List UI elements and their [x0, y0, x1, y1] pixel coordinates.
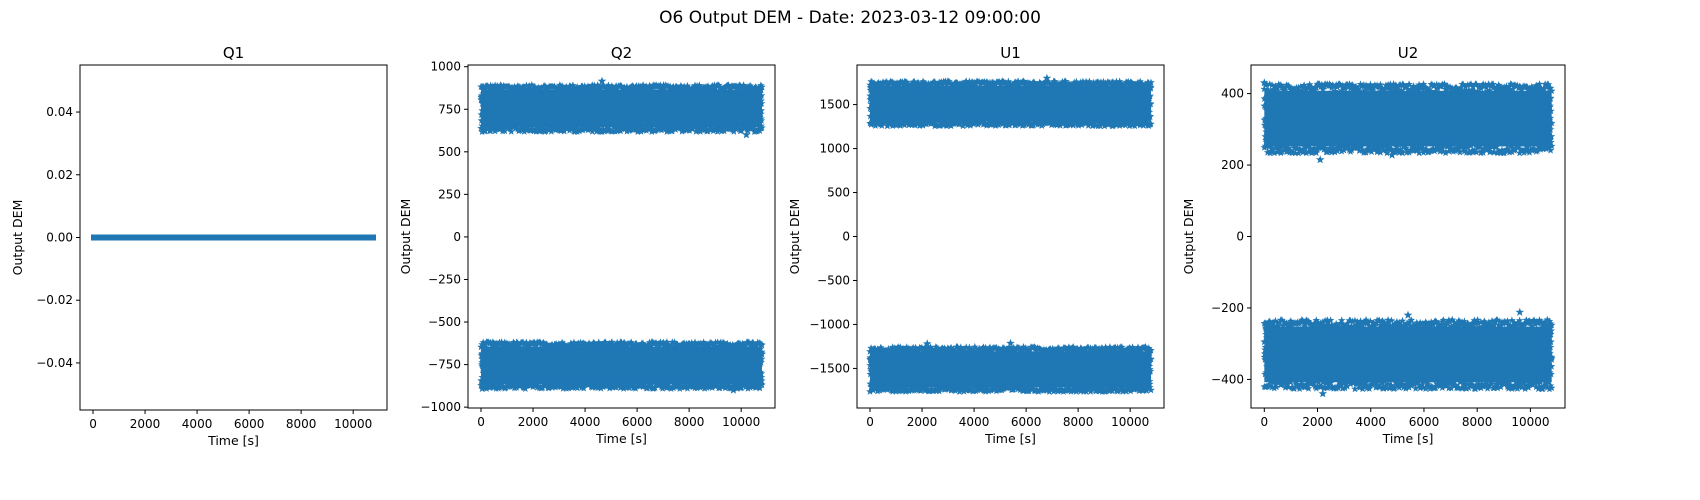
subplot-title: Q2 [611, 44, 632, 62]
y-tick-label: 500 [438, 145, 461, 159]
subplot-q1: Q1 0 2000 4000 6000 8000 10000 −0.04 −0.02 0.00 0.… [10, 44, 388, 448]
subplot-title: U1 [1000, 44, 1021, 62]
y-tick-label: 250 [438, 187, 461, 201]
data-point [1318, 389, 1328, 398]
x-tick-label: 6000 [622, 415, 653, 429]
x-tick-label: 4000 [1355, 415, 1386, 429]
x-tick-label: 8000 [674, 415, 705, 429]
data-band [870, 351, 1151, 388]
subplot-u2: U2 0 2000 4000 6000 8000 10000 −400 −200 0 200 400 T… [1181, 44, 1566, 446]
x-tick-label: 10000 [1511, 415, 1549, 429]
x-tick-label: 4000 [570, 415, 601, 429]
y-tick-label: −250 [428, 272, 461, 286]
y-tick-label: 0 [842, 230, 850, 244]
data-points [866, 73, 1155, 395]
x-tick-label: 6000 [1011, 415, 1042, 429]
x-axis-label: Time [s] [207, 433, 259, 448]
x-tick-label: 2000 [130, 417, 161, 431]
y-tick-label: 200 [1221, 158, 1244, 172]
x-tick-label: 6000 [234, 417, 265, 431]
y-tick-label: −400 [1211, 372, 1244, 386]
y-tick-label: 0 [453, 230, 461, 244]
x-tick-label: 4000 [959, 415, 990, 429]
subplot-title: U2 [1398, 44, 1419, 62]
y-tick-label: 750 [438, 102, 461, 116]
x-tick-label: 4000 [182, 417, 213, 431]
data-point [742, 130, 751, 139]
band-edge-markers [1260, 315, 1556, 393]
y-tick-label: −200 [1211, 301, 1244, 315]
y-tick-label: −1000 [809, 317, 850, 331]
y-tick-label: 1500 [819, 98, 850, 112]
y-tick-label: −500 [428, 315, 461, 329]
data-point [597, 76, 607, 85]
data-point [1515, 307, 1524, 316]
data-band [481, 346, 762, 385]
y-tick-label: −0.04 [36, 356, 73, 370]
data-point [923, 339, 932, 348]
data-point [1387, 150, 1397, 159]
y-tick-label: 400 [1221, 87, 1244, 101]
x-tick-label: 8000 [1462, 415, 1493, 429]
x-axis-label: Time [s] [984, 431, 1036, 446]
band-edge-markers [866, 77, 1155, 130]
data-point [729, 385, 738, 394]
x-tick-label: 0 [866, 415, 874, 429]
data-point [1403, 310, 1413, 319]
y-axis-label: Output DEM [1181, 199, 1196, 275]
x-tick-label: 2000 [907, 415, 938, 429]
subplot-u1: U1 0 2000 4000 6000 8000 10000 −1500 −1000 −500 0 5… [787, 44, 1165, 446]
subplot-title: Q1 [223, 44, 244, 62]
y-tick-label: 0.02 [46, 168, 73, 182]
data-point [1042, 73, 1052, 82]
y-axis-label: Output DEM [787, 199, 802, 275]
y-tick-label: 500 [827, 186, 850, 200]
y-tick-label: 0.00 [46, 231, 73, 245]
data-points [1260, 78, 1556, 398]
x-tick-label: 10000 [722, 415, 760, 429]
data-points [477, 76, 766, 394]
data-points [91, 234, 376, 241]
data-band [481, 89, 762, 128]
subplots: Q10 2000 4000 6000 8000 10000−0.04−0.020.000.… [10, 44, 1566, 448]
data-point [1315, 155, 1325, 164]
data-band [1264, 90, 1552, 147]
y-tick-label: −1000 [420, 400, 461, 414]
band-edge-markers [477, 338, 766, 393]
x-tick-label: 2000 [518, 415, 549, 429]
y-tick-label: 0.04 [46, 105, 73, 119]
data-band [91, 234, 376, 241]
data-band [1264, 326, 1552, 383]
x-axis-label: Time [s] [595, 431, 647, 446]
data-point [1260, 78, 1269, 87]
x-tick-label: 0 [89, 417, 97, 431]
y-tick-label: −0.02 [36, 293, 73, 307]
y-tick-label: −1500 [809, 361, 850, 375]
data-point [1006, 338, 1015, 347]
subplot-q2: Q20 2000 4000 6000 8000 10000−1000−750−500−25… [398, 44, 776, 446]
band-edge-markers [1260, 80, 1556, 157]
figure-title: O6 Output DEM - Date: 2023-03-12 09:00:0… [659, 8, 1041, 28]
x-tick-label: 10000 [1111, 415, 1149, 429]
x-tick-label: 2000 [1302, 415, 1333, 429]
x-tick-label: 8000 [286, 417, 317, 431]
x-tick-label: 10000 [334, 417, 372, 431]
x-tick-label: 8000 [1063, 415, 1094, 429]
x-tick-label: 0 [477, 415, 485, 429]
data-band [870, 85, 1151, 122]
x-tick-label: 6000 [1409, 415, 1440, 429]
band-edge-markers [866, 342, 1155, 395]
y-axis-label: Output DEM [398, 199, 413, 275]
x-axis-label: Time [s] [1382, 431, 1434, 446]
y-tick-label: −500 [817, 273, 850, 287]
y-tick-label: 1000 [819, 142, 850, 156]
x-tick-label: 0 [1260, 415, 1268, 429]
y-tick-label: 1000 [430, 60, 461, 74]
y-tick-label: 0 [1236, 230, 1244, 244]
band-edge-markers [477, 81, 766, 136]
y-axis-label: Output DEM [10, 200, 25, 276]
y-tick-label: −750 [428, 358, 461, 372]
